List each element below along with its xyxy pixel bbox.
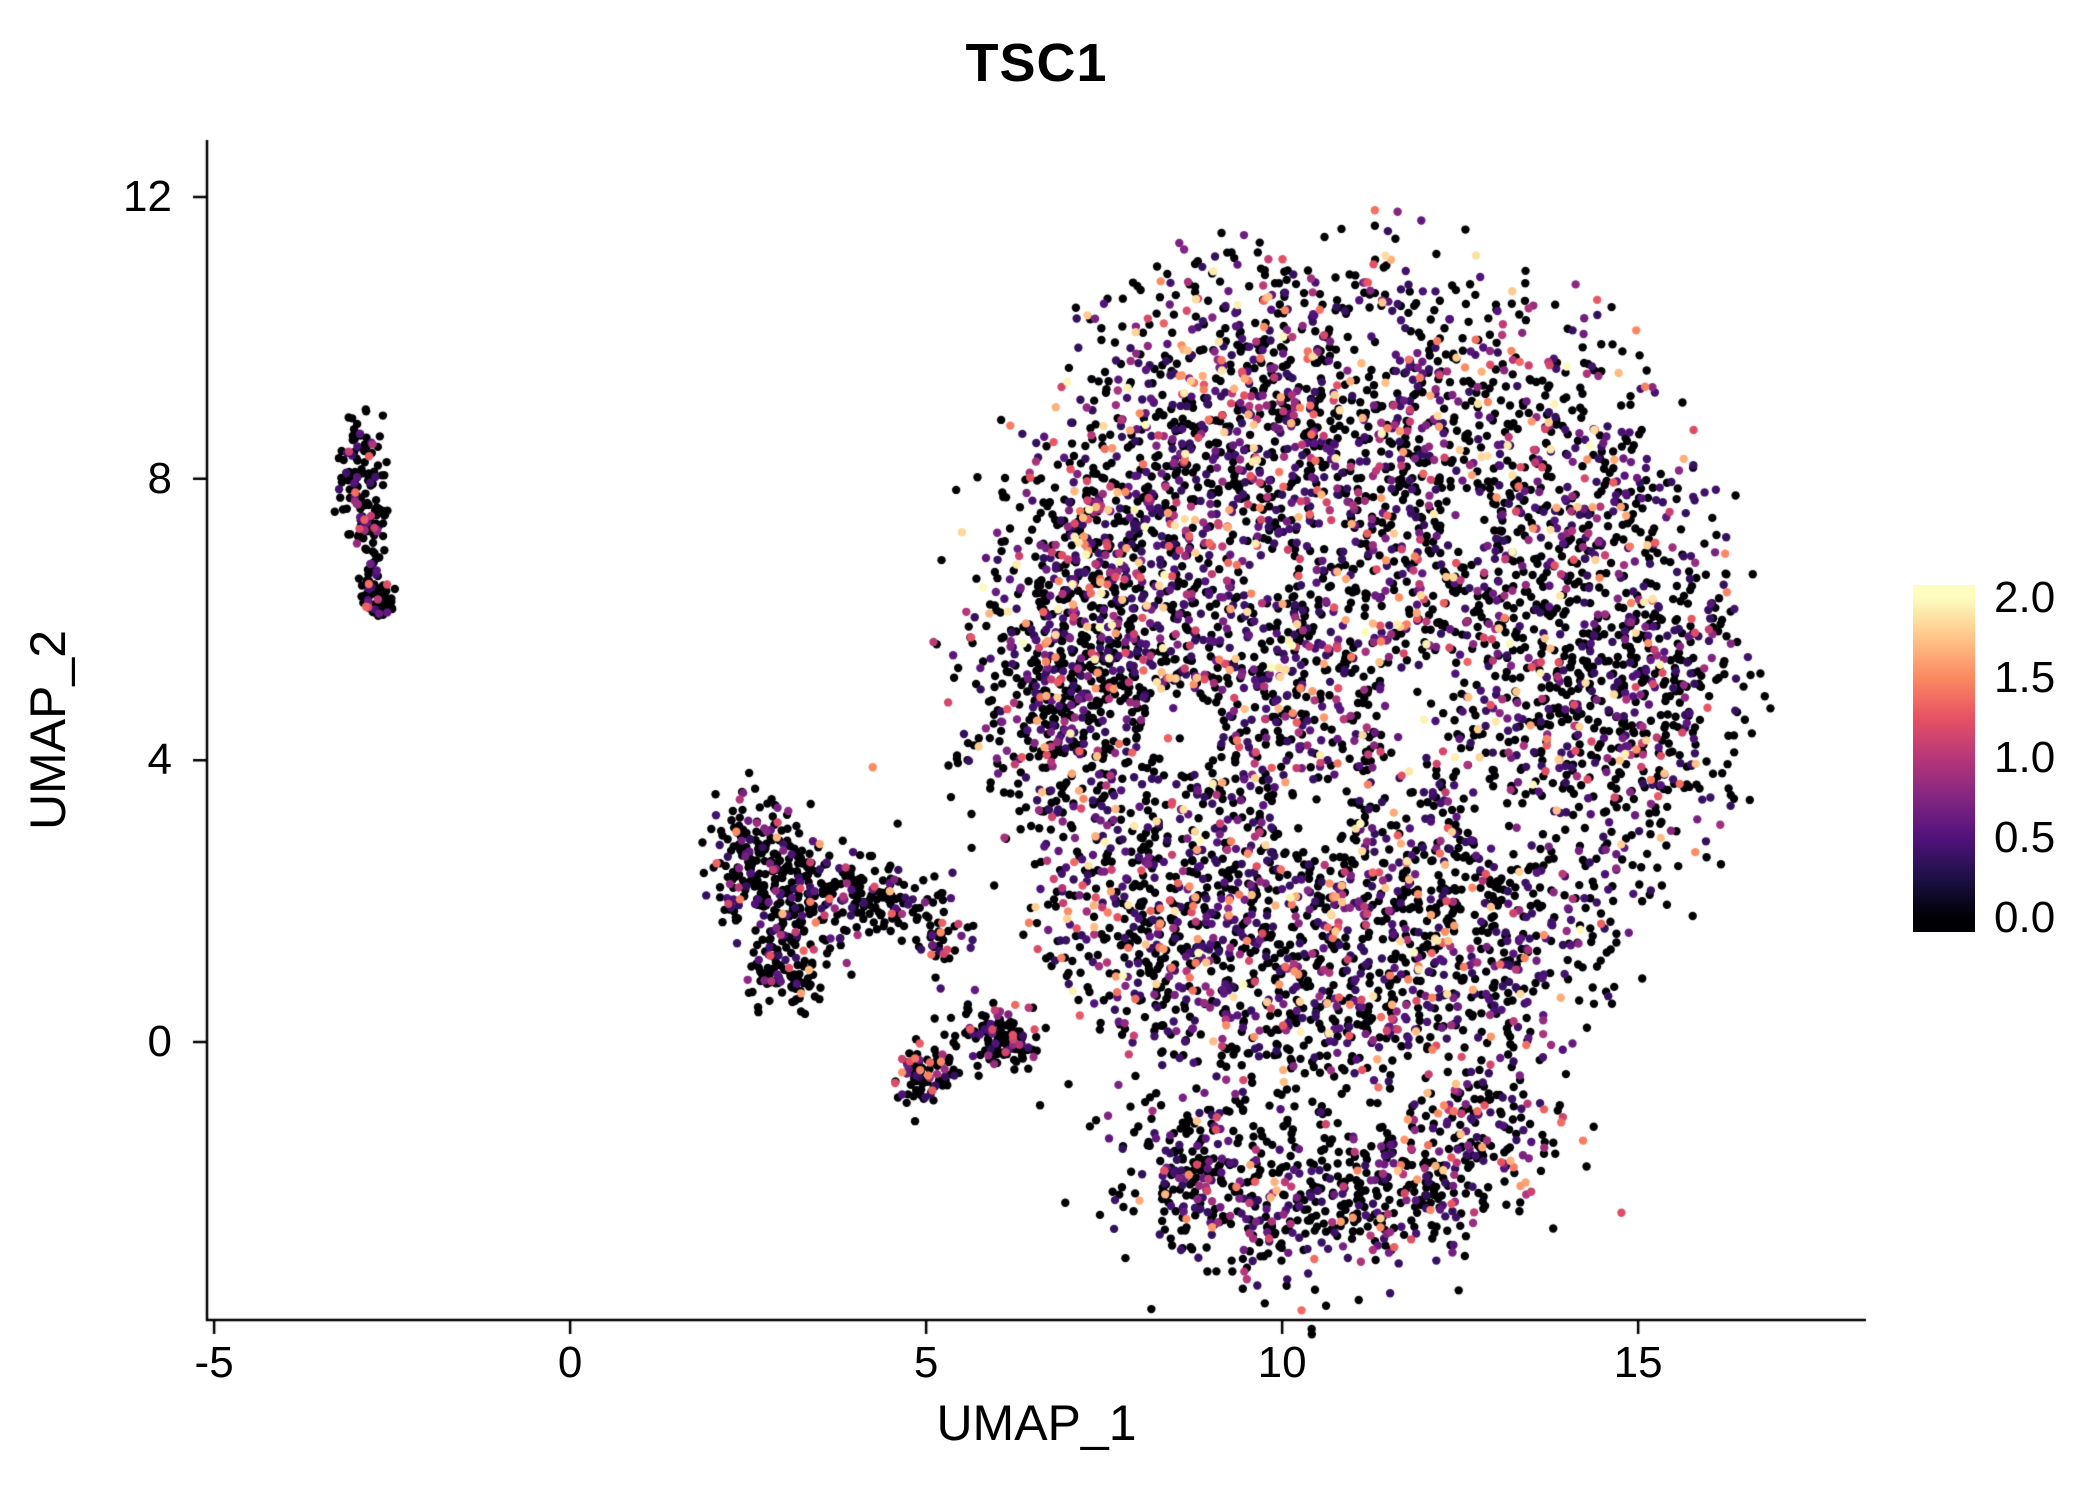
x-axis-label: UMAP_1 (936, 1395, 1137, 1451)
colorbar-gradient (1913, 585, 1975, 932)
x-tick-label: 5 (913, 1338, 939, 1387)
colorbar-tick-label: 2.0 (1994, 572, 2056, 622)
y-tick-label: 12 (123, 172, 172, 222)
y-tick-label: 8 (147, 453, 172, 503)
x-tick-label: 15 (1613, 1338, 1663, 1387)
y-tick-label: 4 (147, 735, 172, 785)
y-tick-label: 0 (147, 1016, 172, 1066)
colorbar-tick-label: 0.5 (1994, 812, 2056, 862)
y-axis-label: UMAP_2 (20, 629, 76, 831)
colorbar-tick-label: 1.5 (1994, 652, 2056, 702)
x-tick-label: 0 (557, 1338, 583, 1387)
colorbar-tick-label: 0.0 (1994, 892, 2056, 942)
colorbar-tick-label: 1.0 (1994, 732, 2056, 782)
x-tick-label: 10 (1257, 1338, 1307, 1387)
x-tick-label: -5 (194, 1338, 234, 1387)
